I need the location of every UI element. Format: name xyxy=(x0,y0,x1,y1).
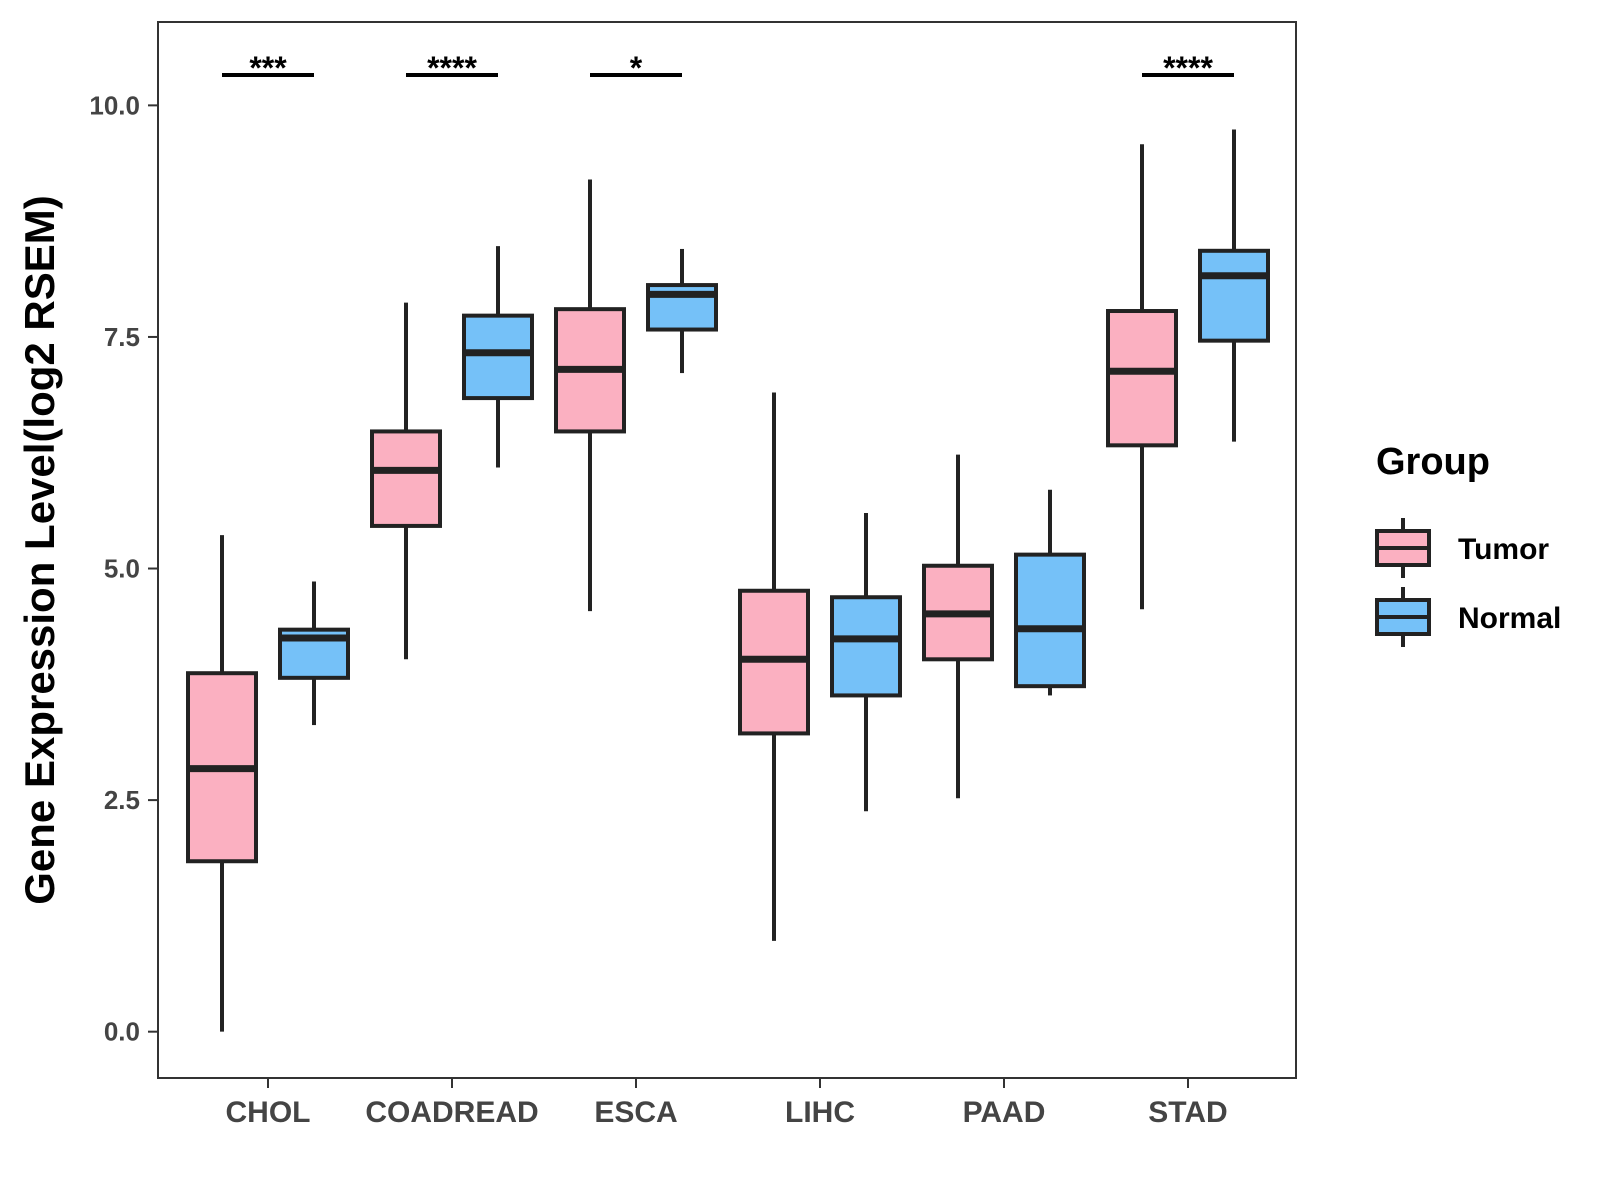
plot-panel-border xyxy=(157,21,1297,1079)
legend-label: Tumor xyxy=(1458,533,1549,566)
legend-label: Normal xyxy=(1458,602,1561,635)
x-tick-label: ESCA xyxy=(594,1096,677,1129)
box-normal-paad xyxy=(1014,489,1086,696)
box-tumor-lihc xyxy=(738,392,810,941)
significance-label: * xyxy=(630,50,643,86)
box-normal-esca xyxy=(646,248,718,374)
x-tick-label: PAAD xyxy=(963,1096,1046,1129)
significance-label: **** xyxy=(1163,50,1213,86)
y-tick-label: 7.5 xyxy=(104,322,140,352)
legend-entry-tumor: Tumor xyxy=(1375,518,1549,578)
x-tick-label: STAD xyxy=(1148,1096,1227,1129)
box-tumor-coadread xyxy=(370,302,442,660)
box-iqr xyxy=(1014,552,1086,689)
box-iqr xyxy=(462,313,534,401)
box-iqr xyxy=(370,429,442,528)
box-iqr xyxy=(1106,309,1178,448)
x-tick-label: CHOL xyxy=(226,1096,311,1129)
box-normal-lihc xyxy=(830,512,902,812)
x-tick-label: LIHC xyxy=(785,1096,855,1129)
box-tumor-esca xyxy=(554,179,626,612)
box-normal-stad xyxy=(1198,129,1270,442)
y-tick-label: 5.0 xyxy=(104,554,140,584)
significance-label: **** xyxy=(427,50,477,86)
box-tumor-chol xyxy=(186,535,258,1032)
box-normal-chol xyxy=(278,581,350,726)
box-iqr xyxy=(830,595,902,698)
y-tick-label: 10.0 xyxy=(89,90,140,120)
y-tick-label: 2.5 xyxy=(104,785,140,815)
y-tick-label: 0.0 xyxy=(104,1017,140,1047)
box-iqr xyxy=(1198,248,1270,343)
significance-label: *** xyxy=(249,50,287,86)
box-normal-coadread xyxy=(462,246,534,468)
plot-layer: 0.0 2.5 5.0 7.5 10.0 CHOL COADREAD ESCA LIHC PAAD… xyxy=(16,21,1297,1129)
box-tumor-stad xyxy=(1106,144,1178,610)
legend: Group Tumor Normal xyxy=(1375,441,1561,647)
box-tumor-paad xyxy=(922,454,994,799)
x-tick-label: COADREAD xyxy=(365,1096,538,1129)
legend-entry-normal: Normal xyxy=(1375,587,1561,647)
y-axis-title: Gene Expression Level(log2 RSEM) xyxy=(16,195,63,905)
legend-title: Group xyxy=(1376,441,1490,483)
